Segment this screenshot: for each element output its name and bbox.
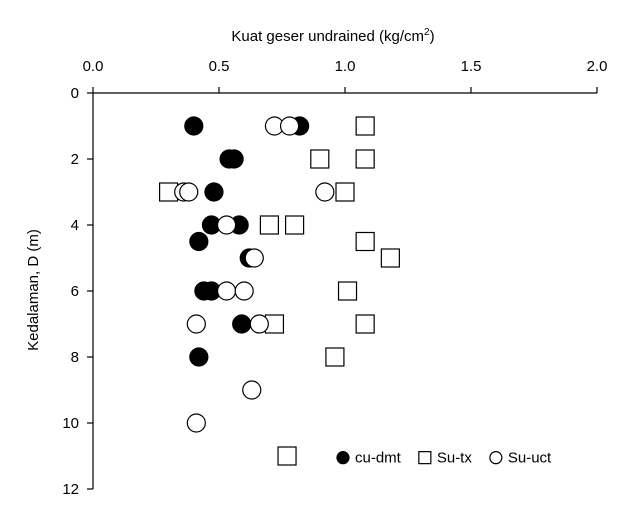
legend-label-cu-dmt: cu-dmt (355, 450, 402, 467)
legend-marker-su-tx (418, 451, 432, 465)
y-tick-label: 6 (71, 283, 79, 300)
su-uct-point (242, 380, 262, 400)
su-tx-point (355, 314, 375, 334)
cu-dmt-point (232, 314, 252, 334)
su-tx-point (335, 182, 355, 202)
legend-label-su-tx: Su-tx (437, 450, 473, 467)
cu-dmt-point (184, 116, 204, 136)
su-tx-point (325, 347, 345, 367)
cu-dmt-point (189, 347, 209, 367)
su-tx-point (259, 215, 279, 235)
legend-marker-cu-dmt (336, 451, 350, 465)
su-tx-point (277, 446, 297, 466)
su-uct-point (234, 281, 254, 301)
x-axis-title: Kuat geser undrained (kg/cm2) (231, 27, 434, 45)
su-tx-point (285, 215, 305, 235)
y-tick-label: 12 (62, 481, 79, 498)
su-uct-point (179, 182, 199, 202)
x-tick-label: 2.0 (587, 58, 608, 75)
y-tick-label: 8 (71, 349, 79, 366)
y-tick-label: 2 (71, 151, 79, 168)
su-uct-point (249, 314, 269, 334)
su-uct-point (315, 182, 335, 202)
axes (87, 87, 598, 490)
x-tick-label: 0.0 (83, 58, 104, 75)
cu-dmt-point (224, 149, 244, 169)
su-uct-point (216, 215, 237, 235)
su-uct-point (279, 116, 300, 136)
su-tx-point (355, 149, 375, 169)
legend-label-su-uct: Su-uct (508, 450, 552, 467)
x-tick-label: 1.0 (335, 58, 356, 75)
chart-marks (159, 116, 400, 466)
y-tick-label: 4 (71, 217, 79, 234)
su-tx-point (337, 281, 358, 301)
su-tx-point (355, 116, 375, 136)
y-tick-label: 10 (62, 415, 79, 432)
su-tx-point (355, 231, 375, 252)
legend: cu-dmt Su-tx Su-uct (336, 450, 552, 467)
su-tx-point (310, 149, 330, 169)
su-uct-point (186, 413, 206, 433)
x-tick-label: 1.5 (461, 58, 482, 75)
x-tick-label: 0.5 (209, 58, 230, 75)
legend-marker-su-uct (489, 451, 503, 465)
su-uct-point (244, 248, 264, 268)
x-axis-title-suffix: ) (430, 28, 435, 45)
y-tick-label: 0 (71, 85, 79, 102)
su-uct-point (186, 314, 206, 334)
su-tx-point (380, 248, 400, 268)
x-axis-title-main: Kuat geser undrained (kg/cm (231, 28, 424, 45)
su-uct-point (216, 281, 237, 301)
cu-dmt-point (204, 182, 224, 202)
y-axis-title: Kedalaman, D (m) (25, 229, 42, 351)
tick-labels: 0.0 0.5 1.0 1.5 2.0 0 2 4 6 8 10 12 (62, 58, 607, 498)
x-axis-title-sup: 2 (424, 27, 430, 38)
cu-dmt-point (189, 231, 209, 252)
